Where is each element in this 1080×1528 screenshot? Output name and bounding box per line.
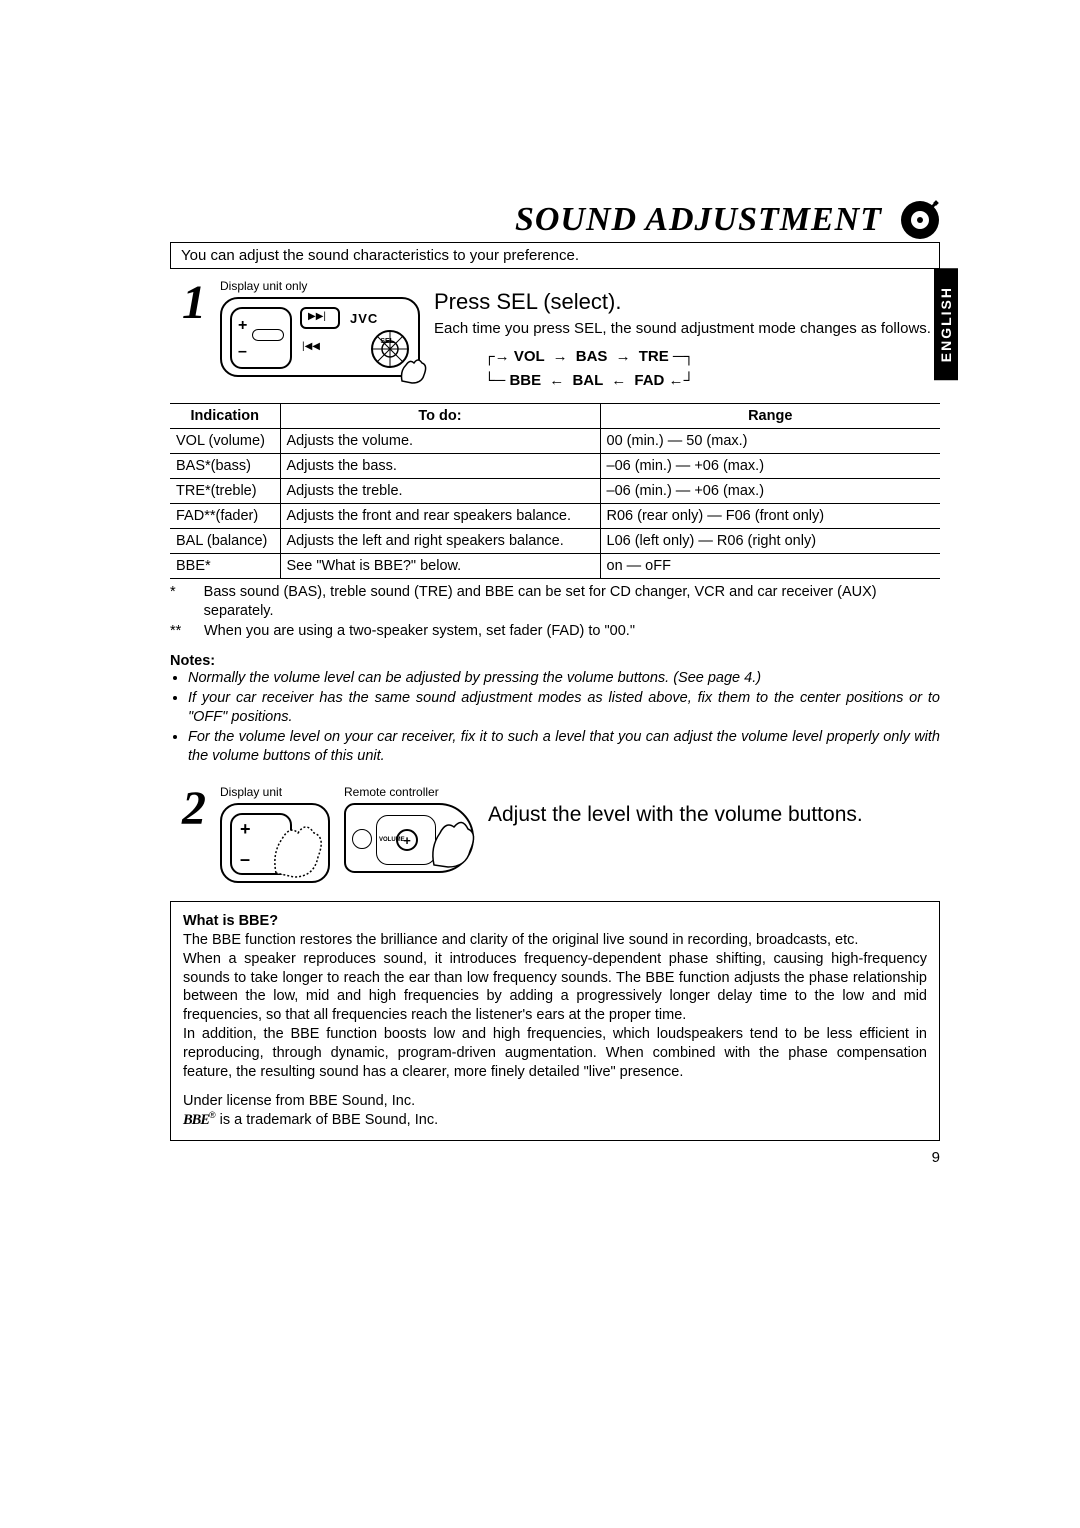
step-1-heading: Press SEL (select). [434, 289, 940, 315]
adjustment-table: Indication To do: Range VOL (volume)Adju… [170, 403, 940, 579]
step-2-caption-a: Display unit [220, 785, 282, 799]
table-row: VOL (volume)Adjusts the volume.00 (min.)… [170, 428, 940, 453]
arrow-left-icon: ← [611, 369, 626, 393]
table-row: TRE*(treble)Adjusts the treble.–06 (min.… [170, 478, 940, 503]
note-item: If your car receiver has the same sound … [188, 689, 940, 728]
title-row: SOUND ADJUSTMENT [170, 200, 940, 240]
step-2-heading: Adjust the level with the volume buttons… [488, 801, 940, 828]
step-1-text: Press SEL (select). Each time you press … [434, 279, 940, 393]
chain-bbe: BBE [509, 372, 541, 389]
display-unit-diagram: + – ▶▶| |◀◀ JVC SEL [220, 297, 420, 377]
th-range: Range [600, 403, 940, 428]
chain-bal: BAL [572, 372, 603, 389]
th-indication: Indication [170, 403, 280, 428]
notes-title: Notes: [170, 653, 940, 669]
bbe-trademark: BBE® is a trademark of BBE Sound, Inc. [183, 1110, 927, 1130]
step-1: 1 Display unit only + – ▶▶| |◀◀ JVC SE [170, 279, 940, 393]
chain-fad: FAD [634, 372, 664, 389]
note-item: For the volume level on your car receive… [188, 728, 940, 767]
step-1-illustration: Display unit only + – ▶▶| |◀◀ JVC SEL [220, 279, 420, 377]
bbe-p3: In addition, the BBE function boosts low… [183, 1025, 927, 1082]
step-1-number: 1 [170, 279, 206, 327]
arrow-right-icon: → [616, 345, 631, 369]
table-footnotes: *Bass sound (BAS), treble sound (TRE) an… [170, 583, 940, 642]
table-row: BBE*See "What is BBE?" below.on — oFF [170, 553, 940, 578]
intro-box: You can adjust the sound characteristics… [170, 242, 940, 269]
page-title: SOUND ADJUSTMENT [515, 201, 882, 239]
step-2-number: 2 [170, 785, 206, 833]
bbe-title: What is BBE? [183, 912, 927, 931]
th-todo: To do: [280, 403, 600, 428]
chain-vol: VOL [514, 348, 545, 365]
bbe-logo: BBE [183, 1112, 209, 1128]
sound-adjust-icon [900, 200, 940, 240]
sel-label: SEL [380, 338, 394, 345]
finger-press-icon [426, 811, 480, 873]
jvc-brand-label: JVC [350, 311, 378, 326]
page-content: SOUND ADJUSTMENT ENGLISH You can adjust … [170, 200, 940, 1166]
chain-bas: BAS [576, 348, 608, 365]
table-row: FAD**(fader)Adjusts the front and rear s… [170, 503, 940, 528]
step-2-illustrations: Display unit + – Remote controller + VOL… [220, 785, 474, 883]
volume-label: VOLUME [379, 837, 405, 843]
finger-press-icon [396, 351, 430, 385]
mode-chain: ┌→ VOL → BAS → TRE ─┐ └─ BBE ← BAL ← FAD… [434, 345, 940, 393]
step-2-caption-b: Remote controller [344, 785, 439, 799]
step-2-text: Adjust the level with the volume buttons… [488, 785, 940, 832]
notes-block: Notes: Normally the volume level can be … [170, 653, 940, 767]
table-row: BAS*(bass)Adjusts the bass.–06 (min.) — … [170, 453, 940, 478]
arrow-left-icon: ← [549, 369, 564, 393]
finger-press-icon [266, 813, 334, 885]
page-number: 9 [170, 1149, 940, 1166]
bbe-p2: When a speaker reproduces sound, it intr… [183, 950, 927, 1025]
language-tab: ENGLISH [934, 268, 958, 380]
step-1-caption: Display unit only [220, 279, 307, 293]
chain-tre: TRE [639, 348, 669, 365]
note-item: Normally the volume level can be adjuste… [188, 669, 940, 689]
remote-controller-diagram: + VOLUME [344, 803, 474, 873]
bbe-license: Under license from BBE Sound, Inc. [183, 1092, 927, 1111]
step-1-desc: Each time you press SEL, the sound adjus… [434, 319, 940, 339]
bbe-p1: The BBE function restores the brilliance… [183, 931, 927, 950]
arrow-right-icon: → [553, 345, 568, 369]
table-row: BAL (balance)Adjusts the left and right … [170, 528, 940, 553]
display-unit-volume-diagram: + – [220, 803, 330, 883]
bbe-info-box: What is BBE? The BBE function restores t… [170, 901, 940, 1141]
step-2: 2 Display unit + – Remote controller [170, 785, 940, 883]
